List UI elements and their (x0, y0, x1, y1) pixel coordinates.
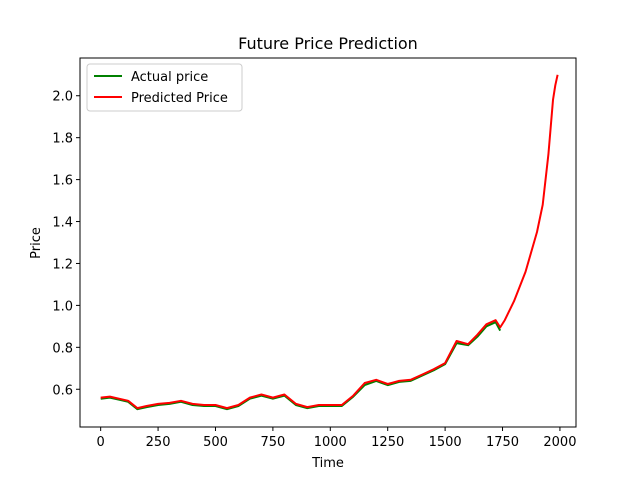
x-tick-label: 1750 (486, 435, 519, 450)
x-tick-label: 1500 (429, 435, 462, 450)
y-tick-label: 0.6 (52, 383, 73, 398)
chart-title: Future Price Prediction (238, 34, 418, 53)
x-tick-label: 750 (260, 435, 285, 450)
y-tick-label: 0.8 (52, 341, 73, 356)
y-tick-label: 1.4 (52, 216, 73, 231)
legend-label-actual: Actual price (131, 70, 208, 85)
x-tick-label: 500 (203, 435, 228, 450)
legend: Actual price Predicted Price (86, 63, 243, 112)
y-tick-label: 1.2 (52, 257, 73, 272)
y-tick-label: 1.6 (52, 174, 73, 189)
y-tick-label: 2.0 (52, 90, 73, 105)
x-tick-label: 1000 (314, 435, 347, 450)
y-tick-label: 1.8 (52, 132, 73, 147)
x-tick-label: 2000 (543, 435, 576, 450)
y-tick-label: 1.0 (52, 299, 73, 314)
x-axis-label: Time (311, 456, 344, 471)
legend-label-predicted: Predicted Price (131, 91, 228, 106)
plot-frame (79, 57, 577, 428)
x-tick-label: 250 (146, 435, 171, 450)
y-axis: 0.6 0.8 1.0 1.2 1.4 1.6 1.8 2.0 (52, 90, 80, 398)
legend-box (86, 63, 243, 112)
plot-area (79, 57, 577, 428)
x-tick-label: 1250 (371, 435, 404, 450)
y-axis-label: Price (29, 227, 44, 259)
series-line-predicted-price (100, 74, 559, 410)
x-axis: 0 250 500 750 1000 1250 1500 1750 2000 (97, 427, 576, 450)
series-layer (100, 74, 559, 411)
x-tick-label: 0 (97, 435, 105, 450)
